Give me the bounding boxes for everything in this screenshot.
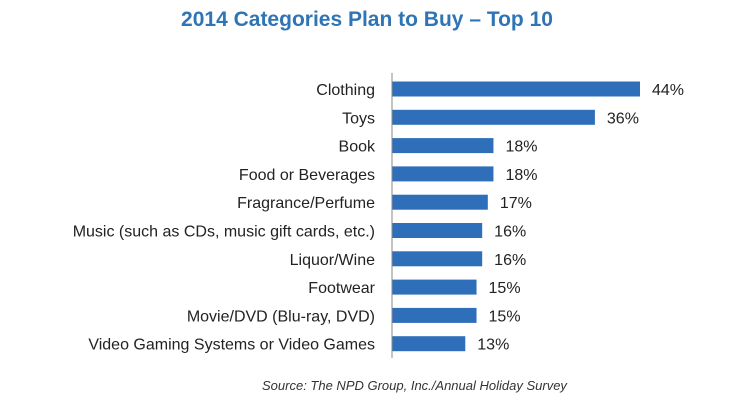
category-label: Toys bbox=[342, 110, 375, 127]
bars bbox=[392, 81, 640, 352]
bar bbox=[392, 336, 466, 352]
value-labels: 44% 36% 18% 18% 17% 16% 16% 15% 15% 13% bbox=[477, 82, 684, 354]
bar bbox=[392, 166, 494, 182]
bar bbox=[392, 194, 488, 210]
value-label: 18% bbox=[505, 167, 537, 184]
category-label: Clothing bbox=[316, 82, 375, 99]
bar bbox=[392, 307, 477, 323]
category-labels: Clothing Toys Book Food or Beverages Fragran… bbox=[73, 82, 376, 354]
bar bbox=[392, 223, 483, 238]
bar bbox=[392, 138, 494, 154]
value-label: 16% bbox=[494, 252, 526, 269]
value-label: 16% bbox=[494, 224, 526, 241]
bar bbox=[392, 81, 640, 97]
category-label: Video Gaming Systems or Video Games bbox=[88, 337, 375, 354]
category-label: Food or Beverages bbox=[239, 167, 375, 184]
category-label: Book bbox=[339, 139, 376, 156]
value-label: 15% bbox=[489, 280, 521, 297]
chart-source: Source: The NPD Group, Inc./Annual Holid… bbox=[262, 378, 567, 393]
category-label: Liquor/Wine bbox=[290, 252, 375, 269]
bar bbox=[392, 251, 483, 267]
value-label: 18% bbox=[505, 139, 537, 156]
bar bbox=[392, 109, 595, 125]
value-label: 44% bbox=[652, 82, 684, 99]
value-label: 36% bbox=[607, 110, 639, 127]
value-label: 13% bbox=[477, 337, 509, 354]
bar bbox=[392, 279, 477, 295]
chart-title: 2014 Categories Plan to Buy – Top 10 bbox=[181, 8, 553, 31]
category-label: Fragrance/Perfume bbox=[237, 195, 375, 212]
category-label: Movie/DVD (Blu-ray, DVD) bbox=[187, 308, 375, 325]
category-label: Footwear bbox=[308, 280, 375, 297]
value-label: 15% bbox=[489, 308, 521, 325]
value-label: 17% bbox=[500, 195, 532, 212]
category-label: Music (such as CDs, music gift cards, et… bbox=[73, 224, 375, 241]
